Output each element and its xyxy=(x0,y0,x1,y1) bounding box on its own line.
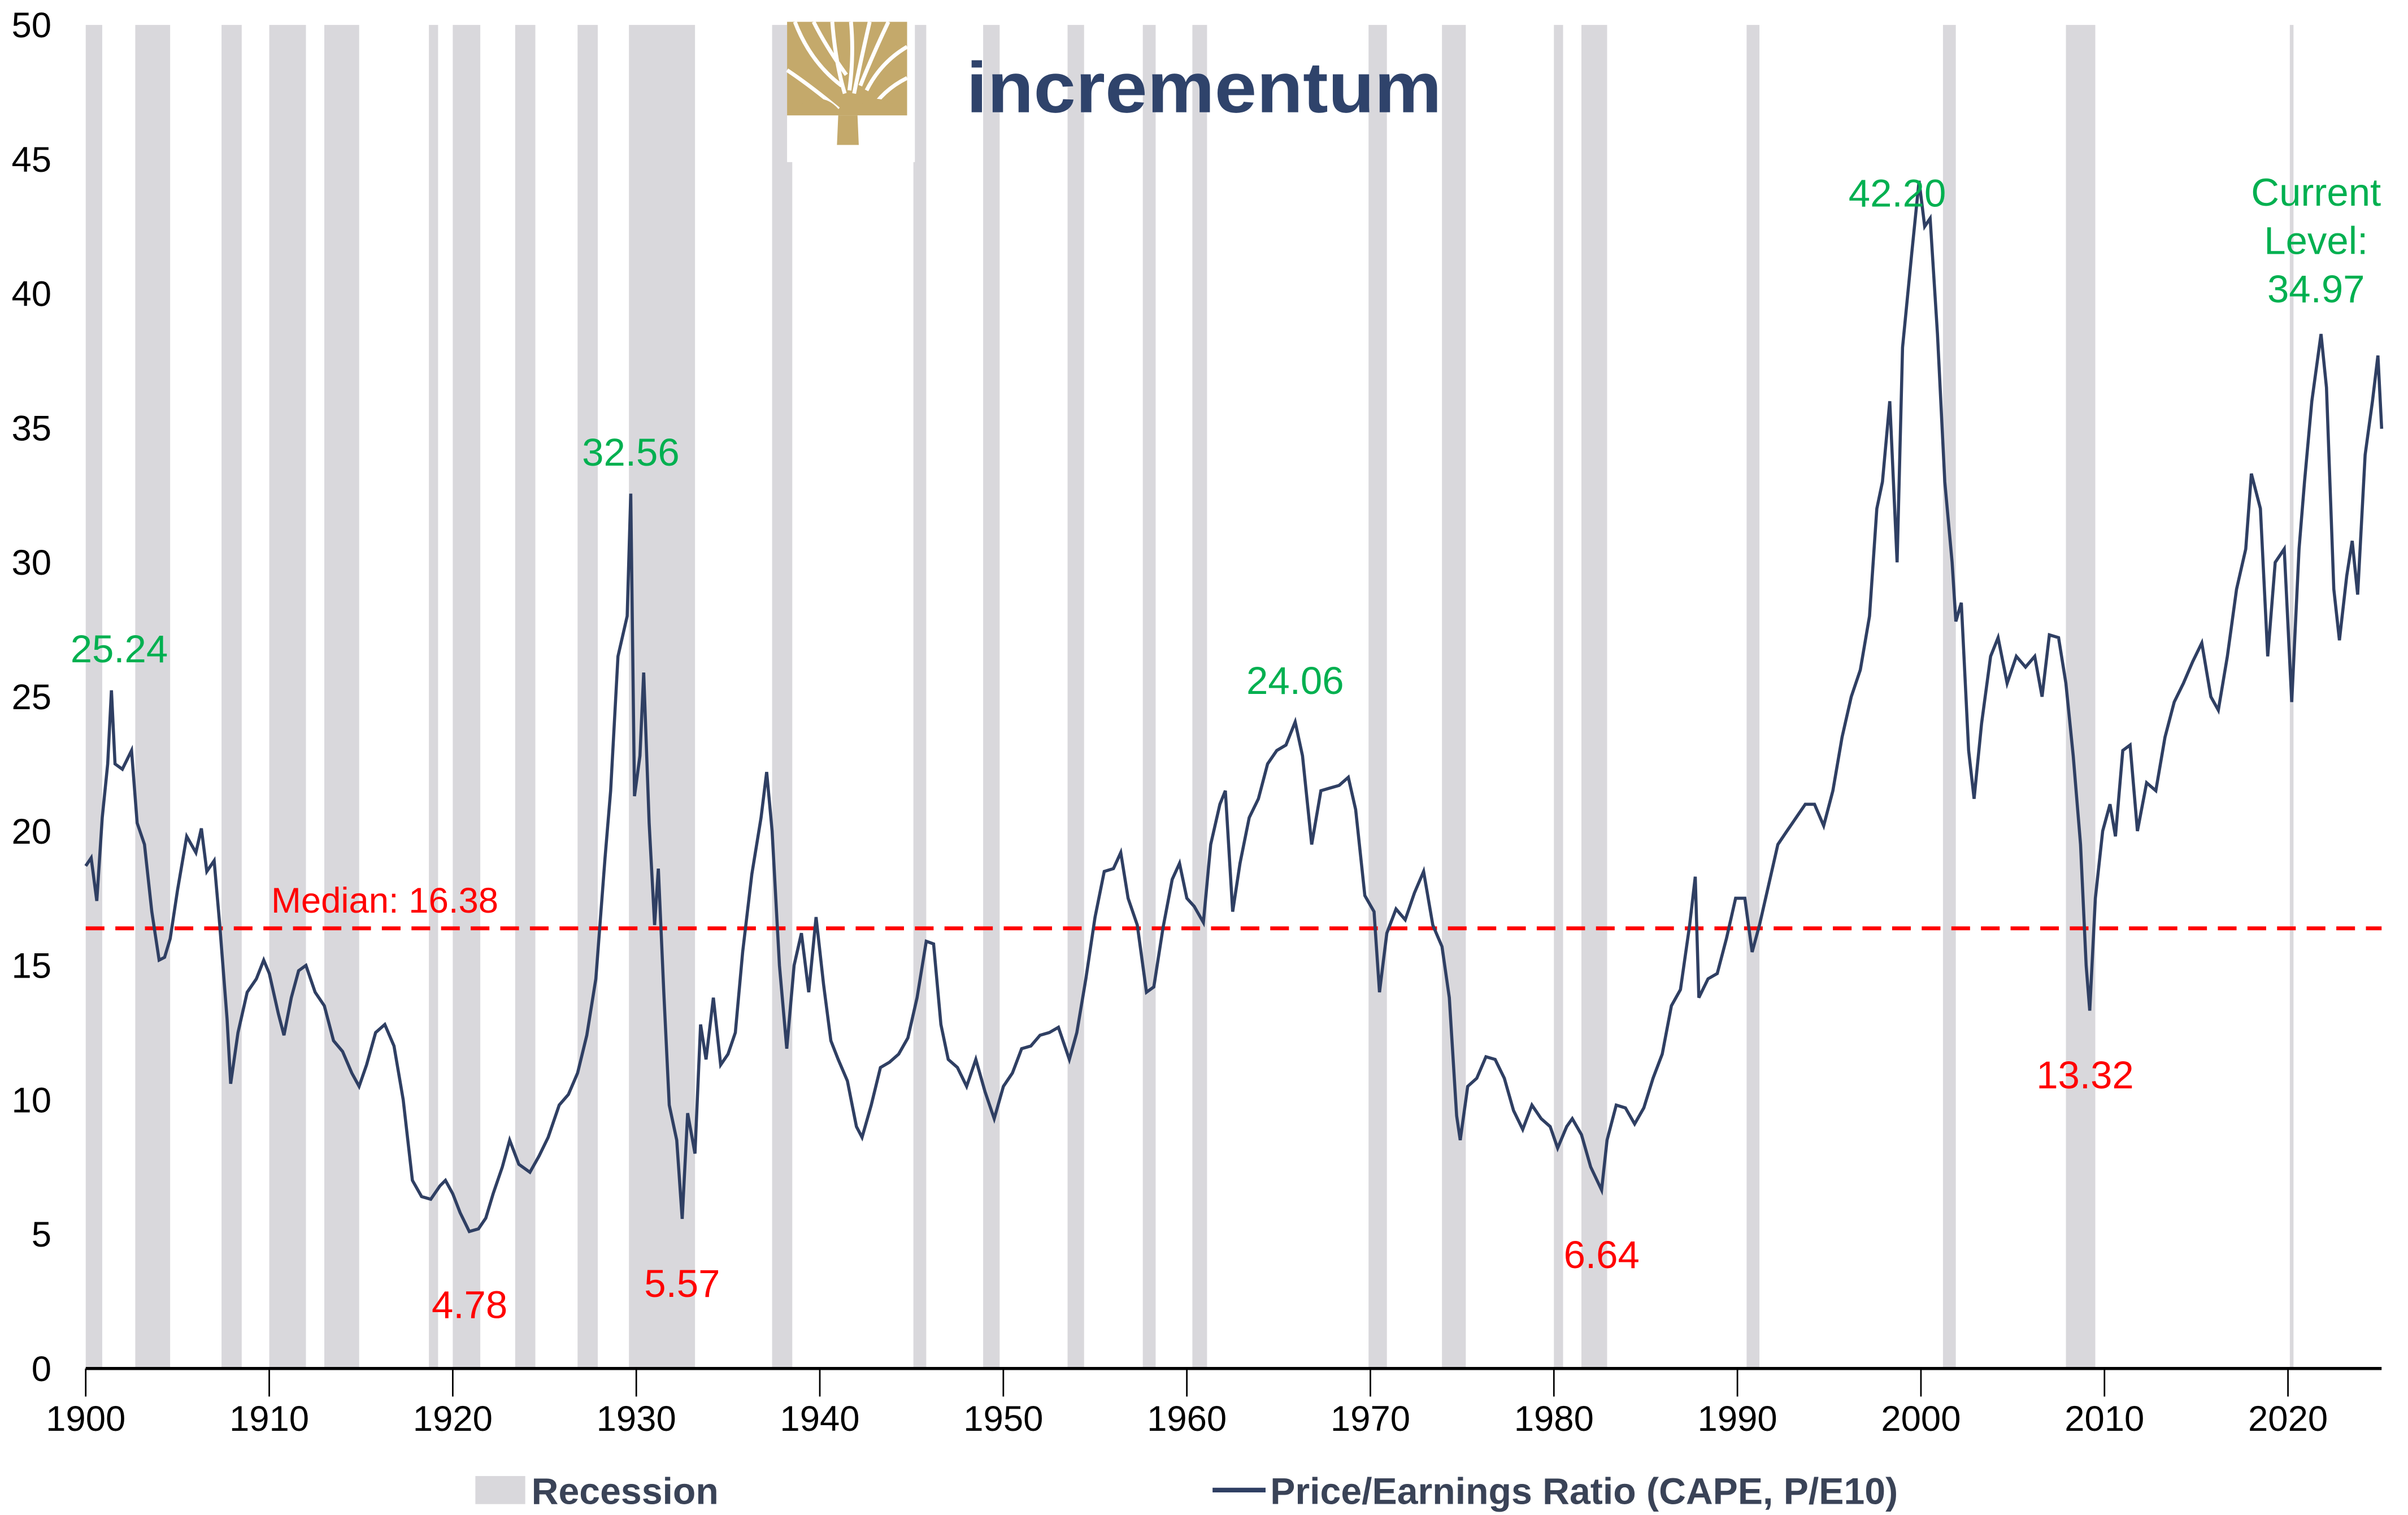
recession-band xyxy=(429,25,438,1369)
y-tick-label: 30 xyxy=(11,543,51,583)
y-tick-label: 25 xyxy=(11,678,51,717)
recession-band xyxy=(1942,25,1956,1369)
recession-band xyxy=(1554,25,1563,1369)
peak-label: 32.56 xyxy=(582,431,680,474)
current-level-label: Level: xyxy=(2264,219,2368,263)
x-tick-label: 1920 xyxy=(413,1399,493,1439)
y-tick-label: 20 xyxy=(11,812,51,852)
recession-band xyxy=(772,25,793,1369)
recession-band xyxy=(135,25,171,1369)
recession-band xyxy=(221,25,242,1369)
recession-band xyxy=(2066,25,2096,1369)
x-tick-label: 1910 xyxy=(229,1399,309,1439)
y-tick-label: 35 xyxy=(11,409,51,448)
recession-band xyxy=(983,25,1000,1369)
x-tick-label: 1970 xyxy=(1331,1399,1410,1439)
x-tick-label: 1900 xyxy=(46,1399,125,1439)
x-tick-label: 1990 xyxy=(1698,1399,1777,1439)
y-tick-label: 0 xyxy=(32,1349,51,1389)
tree-icon xyxy=(786,21,909,145)
x-tick-label: 2000 xyxy=(1881,1399,1961,1439)
recession-band xyxy=(1442,25,1466,1369)
axes: 1900 1910 1920 1930 1940 1950 1960 1970 1980 1990… xyxy=(11,6,2382,1439)
recession-band xyxy=(515,25,536,1369)
peak-label: 25.24 xyxy=(71,627,168,671)
cape-series-line xyxy=(84,180,2384,1234)
x-tick-label: 1980 xyxy=(1514,1399,1594,1439)
current-level-label: Current xyxy=(2251,171,2381,214)
recession-band xyxy=(1142,25,1156,1369)
recession-band xyxy=(913,25,927,1369)
trough-label: 6.64 xyxy=(1564,1233,1640,1277)
y-tick-label: 50 xyxy=(11,6,51,45)
recession-band xyxy=(453,25,481,1369)
y-tick-label: 5 xyxy=(32,1215,51,1254)
y-tick-label: 40 xyxy=(11,275,51,314)
legend-recession-swatch xyxy=(475,1476,525,1504)
legend-recession-label: Recession xyxy=(532,1471,719,1513)
recession-band xyxy=(629,25,696,1369)
median-label: Median: 16.38 xyxy=(271,881,498,921)
recession-band xyxy=(1746,25,1760,1369)
x-tick-label: 1940 xyxy=(780,1399,859,1439)
annotations: 25.24 32.56 24.06 42.20 4.78 5.57 6.64 13.32 Cur… xyxy=(71,171,2381,1326)
x-tick-label: 1950 xyxy=(963,1399,1043,1439)
x-tick-label: 2010 xyxy=(2064,1399,2144,1439)
peak-label: 24.06 xyxy=(1246,659,1344,702)
recession-band xyxy=(85,25,102,1369)
trough-label: 13.32 xyxy=(2036,1053,2134,1097)
legend-line-label: Price/Earnings Ratio (CAPE, P/E10) xyxy=(1270,1471,1898,1513)
x-tick-label: 1930 xyxy=(597,1399,676,1439)
legend: Recession Price/Earnings Ratio (CAPE, P/… xyxy=(475,1471,1898,1513)
y-tick-label: 10 xyxy=(11,1080,51,1120)
recession-band xyxy=(1368,25,1387,1369)
x-tick-label: 2020 xyxy=(2248,1399,2328,1439)
x-tick-label: 1960 xyxy=(1147,1399,1227,1439)
trough-label: 4.78 xyxy=(432,1283,507,1326)
logo-text: incrementum xyxy=(966,47,1441,128)
current-level-label: 34.97 xyxy=(2267,267,2365,311)
recession-band xyxy=(577,25,598,1369)
trough-label: 5.57 xyxy=(644,1262,720,1305)
recession-band xyxy=(1192,25,1207,1369)
recession-band xyxy=(269,25,306,1369)
incrementum-logo: incrementum xyxy=(786,21,1442,162)
y-tick-label: 15 xyxy=(11,947,51,986)
recession-band xyxy=(324,25,359,1369)
y-tick-label: 45 xyxy=(11,140,51,180)
recession-bands xyxy=(85,25,2294,1369)
peak-label: 42.20 xyxy=(1849,171,1946,215)
recession-band xyxy=(1067,25,1084,1369)
